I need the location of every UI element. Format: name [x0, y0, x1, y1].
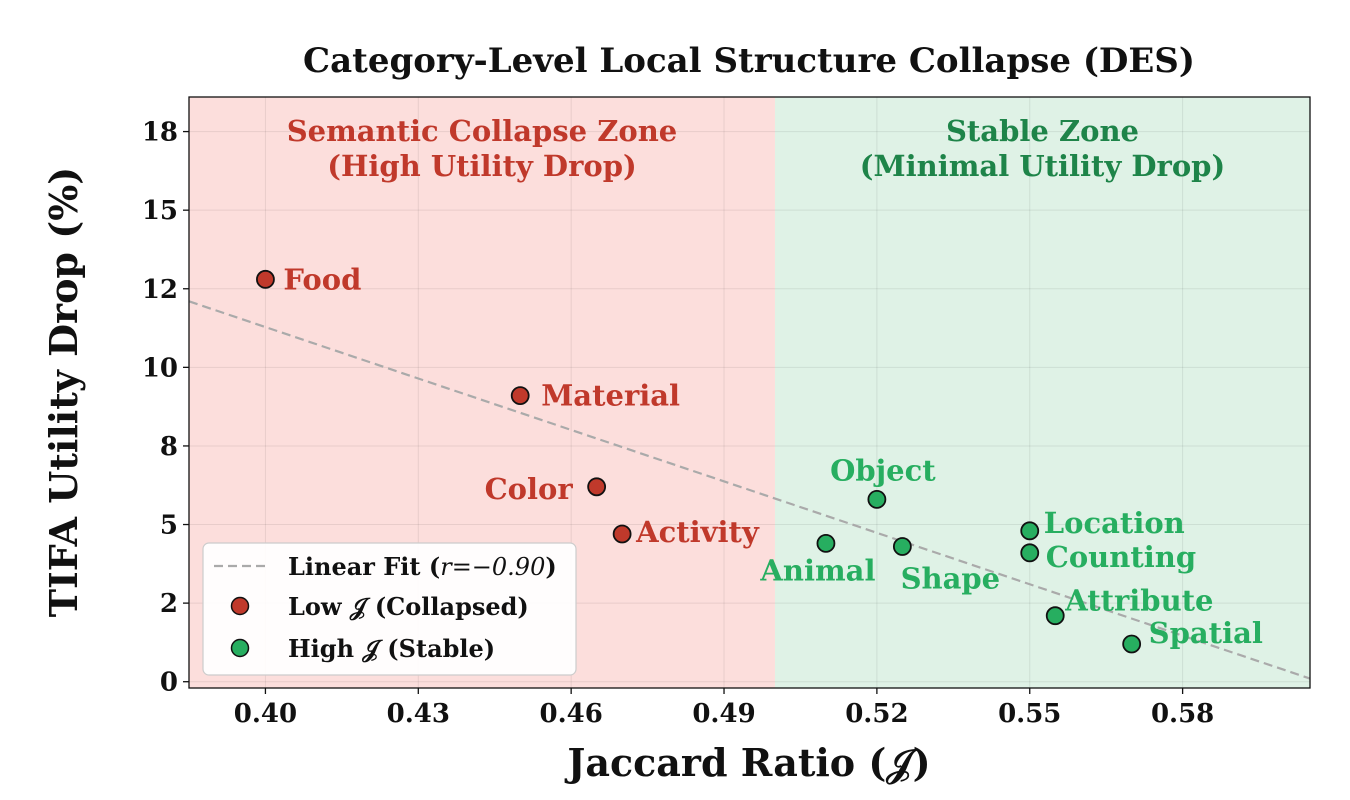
point-activity: [612, 524, 632, 544]
point-counting: [1020, 543, 1040, 563]
point-label-location: Location: [1044, 506, 1185, 540]
legend: Linear Fit (r=−0.90) Low 𝒥 (Collapsed) Hig…: [202, 542, 577, 676]
point-label-attribute: Attribute: [1064, 584, 1213, 618]
point-object: [867, 489, 887, 509]
y-tick-label: 15: [142, 196, 178, 226]
zone-labels: Semantic Collapse Zone(High Utility Drop…: [287, 114, 1225, 183]
point-label-object: Object: [830, 453, 936, 487]
point-label-color: Color: [485, 472, 574, 506]
legend-label-low: Low 𝒥 (Collapsed): [288, 592, 529, 621]
plot-border: [188, 96, 1311, 689]
y-tick-label: 12: [142, 275, 178, 305]
x-tick-label: 0.43: [387, 699, 450, 729]
x-tick-label: 0.49: [692, 699, 755, 729]
y-tick-label: 18: [142, 118, 178, 148]
legend-box: [202, 542, 577, 676]
point-label-activity: Activity: [635, 515, 760, 549]
point-label-material: Material: [541, 379, 680, 413]
point-food: [256, 269, 275, 289]
y-axis-ticks: 0 2 5 8 10 12 15 18: [142, 118, 189, 698]
x-tick-label: 0.52: [845, 699, 908, 729]
x-tick-label: 0.58: [1151, 699, 1214, 729]
linear-fit-line: [188, 300, 1311, 680]
zone-collapse-subtitle: (High Utility Drop): [327, 149, 636, 183]
x-tick-label: 0.55: [998, 699, 1061, 729]
y-axis-label: TIFA Utility Drop (%): [41, 167, 86, 618]
legend-label-high: High 𝒥 (Stable): [288, 634, 495, 663]
y-tick-label: 2: [160, 589, 178, 619]
y-tick-label: 5: [160, 511, 178, 541]
linear-fit: [188, 300, 1311, 680]
y-tick-label: 8: [160, 432, 178, 462]
y-tick-label: 0: [160, 668, 178, 698]
legend-swatch-high: [230, 638, 250, 658]
point-label-shape: Shape: [901, 562, 1001, 596]
y-tick-label: 10: [142, 353, 178, 383]
x-axis-label: Jaccard Ratio (𝒥): [564, 740, 930, 785]
point-label-counting: Counting: [1046, 540, 1196, 574]
chart-title: Category-Level Local Structure Collapse …: [303, 41, 1195, 81]
point-label-spatial: Spatial: [1149, 616, 1263, 650]
point-spatial: [1122, 634, 1142, 654]
plot-frame: [188, 96, 1311, 689]
grid-lines: [189, 97, 1310, 688]
legend-swatch-low: [230, 596, 250, 616]
x-axis-ticks: 0.40 0.43 0.46 0.49 0.52 0.55 0.58: [234, 688, 1214, 729]
data-points: Food Material Color Activity Object Animal Sha…: [256, 262, 1263, 654]
point-attribute: [1045, 606, 1065, 626]
point-label-animal: Animal: [759, 553, 875, 587]
point-animal: [816, 533, 836, 553]
zone-collapse-title: Semantic Collapse Zone: [287, 114, 678, 148]
point-shape: [892, 537, 912, 556]
legend-fit-label: Linear Fit (r=−0.90): [288, 552, 557, 581]
zone-stable-subtitle: (Minimal Utility Drop): [860, 149, 1225, 183]
zone-stable-background: [774, 97, 1310, 688]
point-label-food: Food: [283, 262, 361, 296]
x-tick-label: 0.46: [539, 699, 602, 729]
point-color: [587, 477, 607, 497]
point-material: [510, 386, 530, 406]
point-location: [1020, 521, 1040, 541]
zone-stable-title: Stable Zone: [946, 114, 1139, 148]
x-tick-label: 0.40: [234, 699, 297, 729]
